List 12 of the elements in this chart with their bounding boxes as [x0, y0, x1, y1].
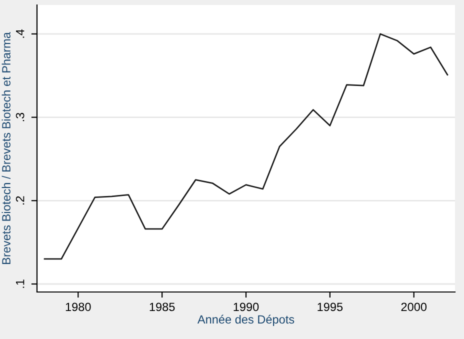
y-tick-label: .3 — [16, 112, 24, 122]
line-series — [44, 33, 448, 260]
y-tick-label: .4 — [16, 29, 24, 38]
y-tick-label: .1 — [16, 280, 24, 288]
y-tick-label: .2 — [16, 196, 24, 204]
x-tick-label: 2000 — [401, 302, 427, 312]
x-axis-title: Année des Dépots — [197, 314, 294, 326]
x-tick-label: 1985 — [150, 302, 175, 312]
x-tick-label: 1980 — [66, 302, 91, 312]
x-tick-label: 1990 — [234, 302, 259, 312]
y-axis-title: Brevets Biotech / Brevets Biotech et Pharma — [2, 32, 10, 264]
x-tick-label: 1995 — [318, 302, 343, 312]
